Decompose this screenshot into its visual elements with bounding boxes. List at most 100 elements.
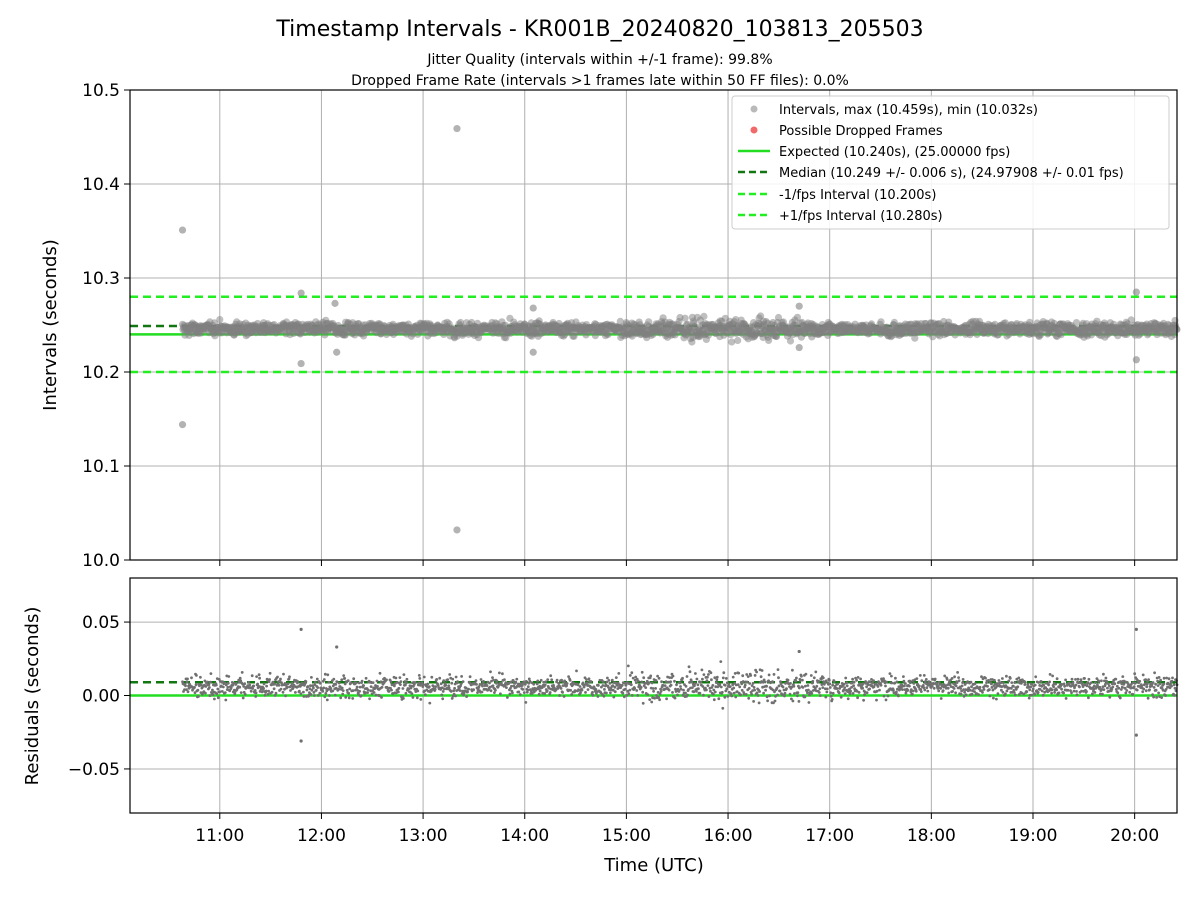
residual-point xyxy=(1122,682,1126,686)
residual-point xyxy=(732,691,736,695)
residual-point xyxy=(1005,674,1008,678)
residual-point xyxy=(549,674,553,678)
residual-point xyxy=(1097,680,1101,683)
residual-point xyxy=(728,685,732,688)
residual-outlier-point xyxy=(1134,733,1138,737)
residual-point xyxy=(401,687,405,690)
residual-point xyxy=(416,689,420,693)
residual-point xyxy=(441,697,445,701)
residual-point xyxy=(722,671,726,675)
residual-point xyxy=(1123,687,1127,690)
residual-point xyxy=(731,683,735,687)
residual-point xyxy=(697,687,700,691)
residual-point xyxy=(605,691,608,695)
residual-point xyxy=(817,691,821,694)
residual-point xyxy=(193,686,196,689)
residual-point xyxy=(591,690,594,694)
residual-point xyxy=(738,685,742,689)
residual-point xyxy=(1145,682,1149,686)
residual-point xyxy=(856,696,859,700)
residual-point xyxy=(267,689,270,693)
residual-point xyxy=(321,689,325,693)
residual-point xyxy=(650,681,654,685)
residual-point xyxy=(536,679,540,683)
residual-point xyxy=(712,688,716,692)
residual-point xyxy=(1128,690,1132,694)
residual-point xyxy=(515,677,519,681)
residual-point xyxy=(921,684,925,687)
residual-point xyxy=(671,691,674,694)
residual-point xyxy=(559,687,563,690)
residual-point xyxy=(1098,685,1102,689)
residual-point xyxy=(1124,691,1128,695)
interval-point xyxy=(732,316,740,324)
residual-point xyxy=(578,685,582,688)
residual-point xyxy=(248,683,252,687)
interval-outlier-point xyxy=(529,304,537,312)
residual-point xyxy=(231,683,235,687)
residual-point xyxy=(215,692,219,696)
residual-point xyxy=(610,678,614,682)
residual-point xyxy=(682,688,685,692)
residual-point xyxy=(613,690,617,694)
residual-point xyxy=(491,684,495,688)
chart-subtitle-jitter: Jitter Quality (intervals within +/-1 fr… xyxy=(426,52,772,68)
residual-point xyxy=(806,684,810,687)
residual-point xyxy=(794,679,798,683)
residual-point xyxy=(922,674,926,677)
residual-point xyxy=(318,691,322,695)
residual-point xyxy=(1068,681,1071,685)
residual-point xyxy=(650,700,654,704)
residual-point xyxy=(855,678,858,682)
residual-point xyxy=(316,694,320,697)
residual-point xyxy=(474,679,478,682)
residual-point xyxy=(706,675,709,679)
residual-point xyxy=(1107,684,1111,688)
residual-point xyxy=(434,685,438,688)
residual-point xyxy=(956,671,959,674)
residual-point xyxy=(669,683,673,687)
intervals-plot-frame xyxy=(129,89,1178,561)
residual-point xyxy=(715,678,719,682)
residual-point xyxy=(489,670,492,674)
x-tick-label: 17:00 xyxy=(805,826,854,846)
residual-point xyxy=(748,682,752,685)
y-tick-label: 0.00 xyxy=(82,687,120,707)
residual-point xyxy=(642,676,646,680)
residual-point xyxy=(753,674,757,677)
residual-outlier-point xyxy=(1134,627,1138,632)
residual-point xyxy=(959,692,963,696)
residual-point xyxy=(818,694,822,697)
residual-point xyxy=(589,680,593,683)
residual-point xyxy=(472,688,475,692)
x-tick-label: 13:00 xyxy=(399,826,448,846)
residual-point xyxy=(1012,689,1016,692)
residual-point xyxy=(744,693,748,696)
residuals-points xyxy=(181,627,1179,743)
residual-point xyxy=(1094,681,1097,684)
residual-point xyxy=(973,682,977,686)
residual-point xyxy=(1074,678,1077,681)
residuals-plot: 11:00 12:00 13:00 14:00 15:00 16:00 17:00 18:00… xyxy=(22,577,1179,876)
residual-point xyxy=(1022,692,1026,696)
residual-point xyxy=(1050,691,1053,695)
residual-point xyxy=(1060,687,1063,691)
residual-point xyxy=(903,684,906,688)
residual-point xyxy=(1114,688,1118,691)
residual-point xyxy=(824,695,828,699)
residual-point xyxy=(1017,693,1021,696)
residual-point xyxy=(329,687,333,690)
residual-point xyxy=(839,695,843,699)
interval-point xyxy=(774,313,783,322)
residual-point xyxy=(980,675,983,679)
residual-point xyxy=(253,689,257,692)
residual-point xyxy=(776,668,780,671)
residual-point xyxy=(511,679,515,682)
intervals-y-axis-label: Intervals (seconds) xyxy=(40,239,61,411)
residual-point xyxy=(767,679,770,683)
residual-point xyxy=(615,684,619,687)
residual-point xyxy=(563,679,566,683)
residual-point xyxy=(918,674,922,677)
residual-point xyxy=(435,678,439,681)
residual-point xyxy=(777,684,781,688)
